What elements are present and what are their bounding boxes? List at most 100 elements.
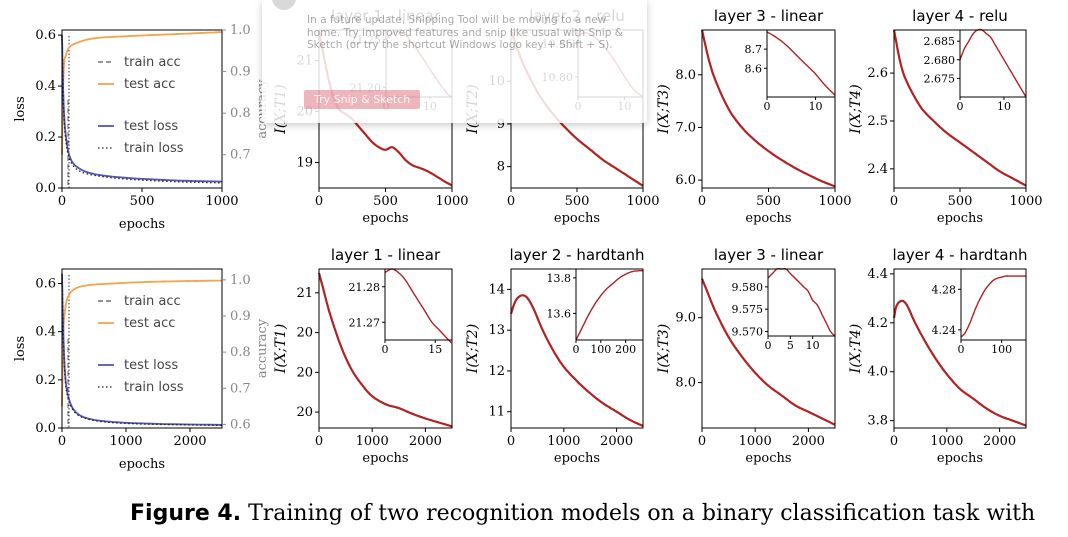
panel-title: layer 4 - hardtanh	[892, 246, 1027, 264]
x-tick-label: 500	[756, 194, 781, 209]
x-axis-label: epochs	[119, 457, 165, 472]
y2-tick-label: 1.0	[230, 273, 251, 288]
x-tick-label: 0	[315, 434, 323, 449]
x-tick-label: 1000	[1009, 194, 1042, 209]
x-tick-label: 0	[315, 194, 323, 209]
x-tick-label: 500	[373, 194, 398, 209]
inset-background	[767, 30, 835, 97]
inset-x-tick-label: 100	[590, 343, 611, 356]
y-tick-label: 0.4	[35, 325, 56, 340]
inset-frame	[766, 29, 836, 98]
x-tick-label: 2000	[792, 434, 825, 449]
x-tick-label: 2000	[173, 434, 206, 449]
y-tick-label: 0.0	[35, 181, 56, 196]
y-tick-label: 9.0	[675, 311, 696, 326]
mi-panel-4: layer 4 - relu 0 500 1000 2.4 2.5 2.6 epochs I(X…	[848, 7, 1043, 226]
x-axis-label: epochs	[937, 211, 983, 226]
y-axis-label: I(X;T1)	[273, 324, 289, 374]
inset-x-tick-label: 0	[958, 343, 965, 356]
y-tick-label: 8	[497, 160, 505, 175]
y-tick-label: 0.6	[35, 276, 56, 291]
x-tick-label: 0	[507, 194, 515, 209]
y-tick-label: 4.2	[867, 316, 888, 331]
loss-acc-panel-5: 0 1000 2000 0.0 0.2 0.4 0.6 0.6 0.7 0.8 0.9 1.0 epoc…	[13, 268, 270, 472]
x-tick-label: 1000	[109, 434, 142, 449]
x-tick-label: 0	[890, 434, 898, 449]
y2-tick-label: 0.7	[230, 148, 251, 163]
y-tick-label: 12	[488, 364, 505, 379]
plot-frame	[61, 268, 223, 429]
inset-x-tick-label: 0	[764, 100, 771, 113]
inset-y-tick-label: 21.27	[349, 316, 381, 329]
y-axis-label: I(X;T2)	[465, 324, 481, 374]
inset-x-tick-label: 0	[573, 343, 580, 356]
inset-series-line	[575, 270, 643, 341]
legend-label: test loss	[124, 119, 178, 134]
x-tick-label: 1000	[547, 434, 580, 449]
mi-series-line	[892, 29, 1027, 187]
inset-y-tick-label: 13.6	[547, 307, 572, 320]
inset-series-line	[959, 28, 1027, 98]
inset-y-tick-label: 9.575	[732, 303, 764, 316]
legend-label: train loss	[124, 380, 184, 395]
x-tick-label: 0	[698, 434, 706, 449]
y-tick-label: 20	[296, 326, 313, 341]
x-axis-label: epochs	[937, 451, 983, 466]
legend-label: train acc	[124, 55, 181, 70]
y-tick-label: 8.0	[675, 376, 696, 391]
panel-title: layer 3 - linear	[714, 246, 824, 264]
x-tick-label: 1000	[818, 194, 851, 209]
inset-frame	[575, 268, 644, 341]
inset-y-tick-label: 2.685	[924, 35, 956, 48]
inset-x-tick-label: 0	[765, 339, 772, 352]
y2-tick-label: 0.9	[230, 309, 251, 324]
inset-background	[385, 269, 452, 340]
series-test-loss	[61, 35, 223, 183]
series-train-acc	[61, 31, 223, 155]
x-tick-label: 0	[698, 194, 706, 209]
y-tick-label: 13	[488, 323, 505, 338]
y-axis-label: I(X;T4)	[848, 324, 864, 374]
y2-tick-label: 0.9	[230, 65, 251, 80]
mi-series-line	[317, 272, 453, 428]
legend-label: test acc	[124, 77, 175, 92]
x-tick-label: 0	[58, 434, 66, 449]
y2-tick-label: 0.7	[230, 381, 251, 396]
caption-label: Figure 4.	[130, 501, 242, 526]
inset-x-tick-label: 0	[957, 100, 964, 113]
inset-x-tick-label: 5	[787, 339, 794, 352]
panel-title: layer 1 - linear	[331, 246, 441, 264]
inset-x-tick-label: 100	[991, 343, 1012, 356]
y-axis-label: I(X;T3)	[656, 324, 672, 374]
legend-label: train loss	[124, 141, 184, 156]
series-train-loss	[61, 273, 223, 427]
x-axis-label: epochs	[362, 451, 408, 466]
inset-y-tick-label: 8.6	[745, 62, 763, 75]
panel-title: layer 3 - linear	[714, 7, 824, 25]
y-tick-label: 0.2	[35, 130, 56, 145]
mi-panel-6: layer 1 - linear 0 1000 2000 20 20 20 21 epochs I…	[273, 246, 453, 466]
plot-frame	[893, 268, 1027, 429]
x-tick-label: 500	[565, 194, 590, 209]
x-tick-label: 1000	[205, 194, 238, 209]
x-tick-label: 1000	[626, 194, 659, 209]
y-tick-label: 7.0	[675, 120, 696, 135]
x-tick-label: 2000	[983, 434, 1016, 449]
inset-x-tick-label: 0	[382, 343, 389, 356]
legend-label: train acc	[124, 294, 181, 309]
x-axis-label: epochs	[119, 217, 165, 232]
mi-panel-3: layer 3 - linear 0 500 1000 6.0 7.0 8.0 epochs I…	[656, 7, 852, 226]
y-tick-label: 0.0	[35, 421, 56, 436]
y-tick-label: 2.6	[867, 66, 888, 81]
y-tick-label: 9	[497, 117, 505, 132]
inset-y-tick-label: 2.675	[924, 72, 956, 85]
y-axis-label: I(X;T4)	[848, 84, 864, 134]
mi-series-line	[509, 294, 644, 427]
inset-y-tick-label: 9.580	[732, 281, 764, 294]
figure-caption: Figure 4. Training of two recognition mo…	[130, 501, 1035, 526]
try-snip-sketch-button[interactable]: Try Snip & Sketch	[304, 90, 421, 109]
y2-tick-label: 0.8	[230, 345, 251, 360]
x-tick-label: 500	[948, 194, 973, 209]
x-axis-label: epochs	[745, 451, 791, 466]
x-tick-label: 0	[507, 434, 515, 449]
